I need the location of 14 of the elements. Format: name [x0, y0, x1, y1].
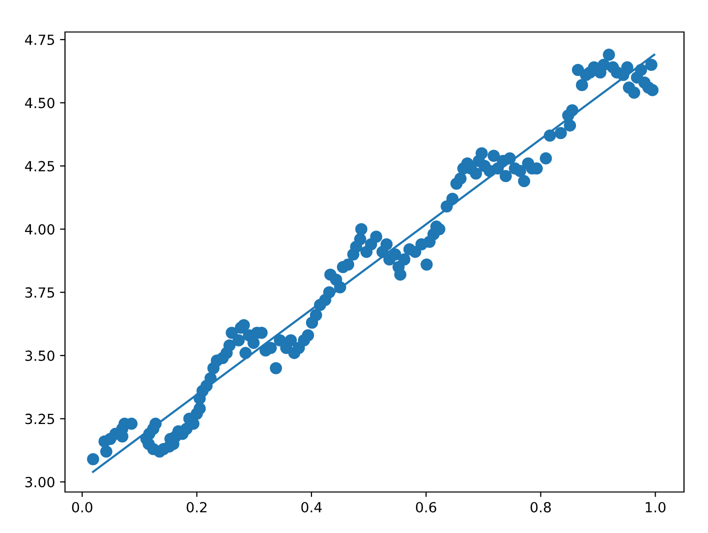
y-tick-label: 3.00	[25, 476, 54, 488]
y-tick-label: 4.50	[25, 98, 54, 108]
y-tick-label: 3.25	[25, 414, 54, 424]
x-tick-label: 0.8	[530, 502, 551, 512]
x-tick-label: 0.0	[72, 502, 92, 512]
x-tick-label: 0.4	[301, 502, 322, 512]
y-tick-label: 4.25	[25, 160, 54, 172]
y-tick-label: 3.50	[25, 350, 54, 361]
x-tick-label: 0.6	[416, 502, 436, 512]
y-tick-label: 4.00	[25, 224, 54, 235]
y-tick-label: 3.75	[25, 287, 54, 298]
x-tick-label: 0.2	[186, 502, 206, 512]
y-tick-label: 4.75	[25, 34, 54, 46]
x-tick-label: 1.0	[646, 502, 666, 512]
